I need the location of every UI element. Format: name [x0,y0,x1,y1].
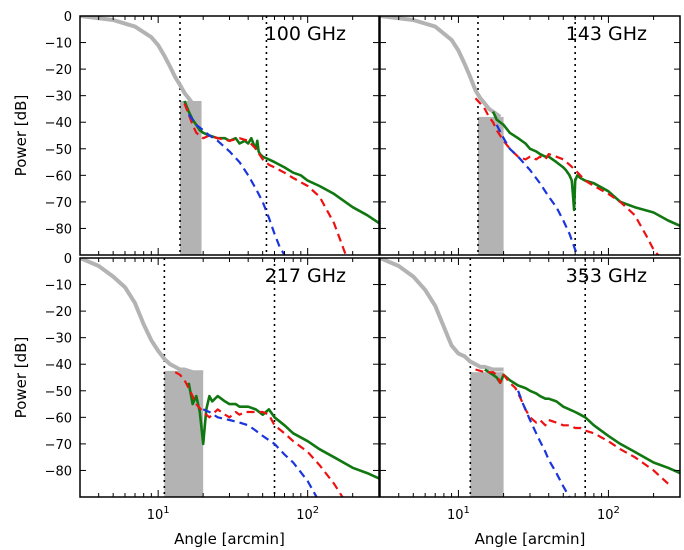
y-tick-label: −20 [45,63,72,78]
x-tick-label: 101 [447,505,470,523]
y-tick-label: −10 [45,37,72,52]
shaded-band [477,116,504,255]
gray-curve [80,258,204,375]
x-tick-label: 102 [597,505,620,523]
x-tick-label-base: 10 [447,508,464,523]
y-tick-label: −30 [45,332,72,347]
y-tick-label: −20 [45,305,72,320]
y-tick-label: −30 [45,90,72,105]
panel-label: 100 GHz [265,23,346,45]
red-dashed-curve [183,103,347,255]
y-tick-label: −10 [45,279,72,294]
panel-frame [79,15,380,256]
gray-curve [380,16,502,119]
y-tick-label: −50 [45,143,72,158]
y-axis-label: Power [dB] [12,95,30,177]
blue-dashed-curve [495,124,580,255]
shaded-band [164,370,204,497]
panel-frame [379,15,681,256]
x-tick-label-base: 10 [597,508,614,523]
green-curve [484,368,680,475]
y-axis-label: Power [dB] [12,337,30,419]
y-tick-label: −70 [45,438,72,453]
x-tick-label: 101 [147,505,170,523]
panel-label: 217 GHz [265,265,346,287]
gray-curve [380,258,504,372]
plot-area [80,16,379,255]
plot-area [380,258,680,497]
y-tick-label: −60 [45,411,72,426]
x-tick-label: 102 [296,505,319,523]
plot-area [380,16,680,255]
shaded-band [470,372,504,497]
x-tick-label-base: 10 [147,508,164,523]
red-dashed-curve [174,371,344,497]
red-dashed-curve [474,97,660,255]
panel-label: 143 GHz [566,23,647,45]
y-tick-label: −40 [45,116,72,131]
y-tick-label: 0 [64,252,72,267]
x-axis-label: Angle [arcmin] [174,530,285,548]
red-dashed-curve [475,368,669,485]
y-tick-label: −70 [45,196,72,211]
green-curve [183,100,379,225]
green-curve [187,382,379,480]
blue-dashed-curve [202,408,318,497]
panel-2: 143 GHz [379,15,681,256]
x-axis-label: Angle [arcmin] [475,530,586,548]
blue-dashed-curve [187,113,286,255]
panel-1: 100 GHz 0 −10 −20 −30 −40 −50 −60 −70 −80 Power [d… [12,10,380,256]
x-tick-label-exponent: 1 [464,505,470,516]
panel-label: 353 GHz [566,265,647,287]
y-tick-label: 0 [64,10,72,25]
green-curve [491,111,680,227]
gray-curve [80,16,198,111]
x-tick-label-exponent: 1 [163,505,169,516]
y-tick-label: −40 [45,358,72,373]
x-tick-label-exponent: 2 [313,505,319,516]
x-tick-label-exponent: 2 [614,505,620,516]
blue-dashed-curve [517,390,571,497]
plot-area [80,258,379,497]
y-tick-label: −80 [45,222,72,237]
shaded-band [180,100,202,255]
panel-frame [79,257,380,498]
y-tick-label: −50 [45,385,72,400]
y-tick-label: −60 [45,169,72,184]
x-tick-label-base: 10 [296,508,313,523]
y-tick-label: −80 [45,464,72,479]
panel-frame [379,257,681,498]
